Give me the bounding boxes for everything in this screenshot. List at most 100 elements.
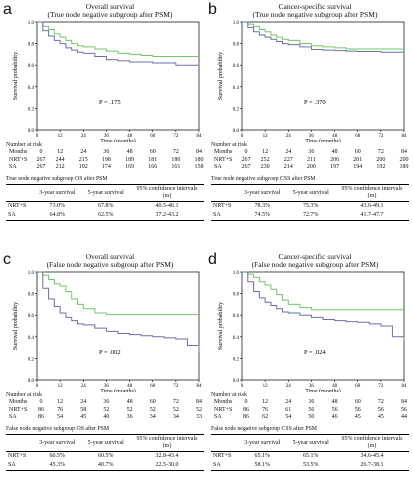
risk-value: 54	[57, 413, 64, 420]
table-caption: True node negative subgroup CSS after PS…	[211, 176, 316, 182]
risk-value: 60	[149, 399, 156, 406]
y-tick-label: 0.0	[233, 379, 240, 384]
km-chart: 0.0 0.2 0.4 0.6 0.8 1.0 0 12 24 36 48 60 72 84 Surviva…	[13, 21, 203, 142]
risk-value: 24	[285, 399, 292, 406]
title-line-2: (True node negative subgroup after PSM)	[47, 10, 173, 19]
table-cell: 34.6-45.4	[360, 453, 384, 459]
risk-value: 12	[57, 399, 64, 406]
risk-row-label: Months	[9, 399, 28, 406]
series-line-nrt-s	[242, 271, 404, 311]
risk-value: 215	[78, 156, 88, 163]
risk-value: 84	[196, 399, 202, 406]
risk-value: 76	[262, 406, 269, 413]
risk-value: 24	[80, 399, 87, 406]
risk-value: 84	[401, 149, 407, 156]
risk-value: 12	[57, 149, 64, 156]
y-axis-label: Survival probability	[218, 52, 224, 100]
table-cell: 40.5-46.1	[155, 203, 179, 209]
km-panel-d: d Cancer-specific survival (False node neg…	[208, 252, 411, 500]
x-tick-label: 36	[309, 384, 315, 389]
risk-value: 34	[172, 413, 179, 420]
panel-title: Cancer-specific survival (True node negat…	[222, 3, 408, 19]
p-value: P = .024	[304, 349, 326, 356]
risk-value: 12	[262, 399, 269, 406]
risk-header: Number at risk	[211, 392, 411, 399]
survival-table: 3-year survival 5-year survival 95% confid…	[6, 434, 204, 471]
km-chart: 0.0 0.2 0.4 0.6 0.8 1.0 0 12 24 36 48 60 72 84 Surviva…	[13, 271, 203, 392]
risk-value: 36	[103, 149, 110, 156]
risk-value: 84	[401, 399, 407, 406]
risk-row-label: SA	[9, 413, 17, 420]
x-tick-label: 84	[197, 384, 203, 389]
x-axis-label: Time (months)	[100, 388, 136, 392]
risk-value: 48	[126, 399, 133, 406]
x-tick-label: 72	[173, 384, 179, 389]
y-tick-label: 0.2	[28, 107, 35, 112]
risk-header-text: Number at risk	[211, 392, 247, 398]
survival-table: 3-year survival 5-year survival 95% confid…	[211, 434, 409, 471]
risk-row: SA 267 230 214 200 197 194 192 189	[211, 164, 411, 171]
y-tick-label: 1.0	[233, 21, 240, 26]
table-cell: NRT+S	[8, 453, 27, 459]
risk-value: 230	[260, 163, 270, 170]
risk-value: 52	[103, 406, 110, 413]
risk-value: 46	[331, 413, 338, 420]
risk-value: 198	[101, 156, 111, 163]
risk-row: NRT+S 86 76 61 56 56 56 56 56	[211, 407, 411, 414]
y-axis-label: Survival probability	[218, 302, 224, 350]
risk-row: SA 267 212 192 174 169 166 161 158	[6, 164, 206, 171]
risk-value: 267	[36, 156, 46, 163]
risk-value: 200	[376, 156, 386, 163]
x-tick-label: 12	[58, 384, 64, 389]
title-line-1: Overall survival	[85, 252, 135, 261]
x-tick-label: 12	[58, 134, 64, 139]
risk-row: NRT+S 86 76 58 52 52 52 52 52	[6, 407, 206, 414]
risk-row-label: Months	[214, 149, 233, 156]
risk-value: 45	[80, 413, 87, 420]
risk-value: 36	[308, 149, 315, 156]
y-tick-label: 0.4	[233, 86, 240, 91]
x-tick-label: 84	[197, 134, 203, 139]
risk-row: Months 0 12 24 36 48 60 72 84	[211, 399, 411, 406]
table-cell: 73.0%	[49, 203, 66, 209]
table-row: NRT+S 73.0% 67.8% 40.5-46.1	[6, 202, 204, 212]
table-cell: 45.3%	[33, 461, 82, 471]
y-tick-label: 0.2	[233, 357, 240, 362]
x-tick-label: 36	[104, 384, 110, 389]
risk-value: 174	[101, 163, 111, 170]
table-cell: SA	[6, 211, 34, 221]
number-at-risk: Number at risk Months 0 12 24 36 48 60 72 84 NRT+S…	[211, 392, 411, 421]
table-cell: 40.7%	[81, 461, 130, 471]
series-line-sa	[37, 271, 200, 352]
table-cell: 65.1%	[254, 453, 271, 459]
survival-table: 3-year survival 5-year survival 95% confid…	[6, 184, 204, 221]
risk-value: 56	[308, 406, 315, 413]
table-header-cell: 5-year survival	[286, 184, 335, 202]
table-cell: 60.5%	[49, 453, 66, 459]
risk-value: 86	[38, 413, 44, 420]
risk-value: 86	[243, 413, 249, 420]
km-panel-a: a Overall survival (True node negative sub…	[3, 2, 206, 250]
risk-value: 52	[172, 406, 179, 413]
km-chart: 0.0 0.2 0.4 0.6 0.8 1.0 0 12 24 36 48 60 72 84 Surviva…	[218, 271, 407, 392]
risk-header-text: Number at risk	[6, 392, 42, 398]
risk-value: 252	[260, 156, 270, 163]
risk-value: 158	[194, 163, 204, 170]
plot-frame	[241, 21, 405, 131]
x-tick-label: 48	[127, 134, 133, 139]
x-tick-label: 72	[378, 134, 384, 139]
risk-value: 211	[307, 156, 316, 163]
x-axis-label: Time (months)	[305, 138, 341, 142]
x-tick-label: 24	[286, 134, 292, 139]
plot-frame	[36, 21, 200, 131]
table-cell: 37.2-43.2	[130, 211, 204, 221]
plot-frame	[241, 271, 405, 381]
y-tick-label: 0.8	[233, 43, 240, 48]
risk-value: 45	[377, 413, 384, 420]
x-tick-label: 48	[332, 134, 338, 139]
x-tick-label: 36	[309, 134, 315, 139]
table-cell: 43.6-49.1	[360, 203, 384, 209]
risk-value: 267	[241, 163, 251, 170]
x-tick-label: 12	[263, 134, 269, 139]
table-row: SA 45.3% 40.7% 22.5-30.0	[6, 461, 204, 471]
